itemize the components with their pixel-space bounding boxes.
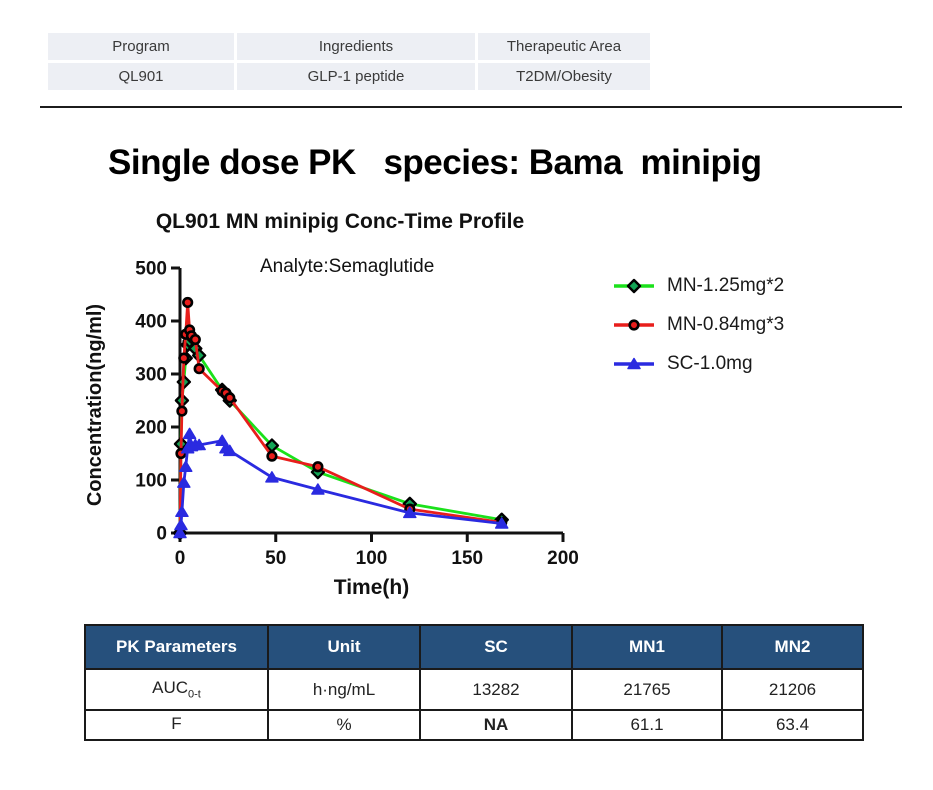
series-2-marker — [175, 505, 189, 518]
series-2-marker — [177, 476, 191, 488]
auc-subscript: 0-t — [188, 688, 201, 701]
legend-label: MN-0.84mg*3 — [667, 313, 785, 335]
auc-mn2-cell: 21206 — [721, 668, 864, 711]
mn1-header-cell: MN1 — [571, 624, 723, 670]
series-2-marker — [403, 506, 417, 519]
series-1-marker — [312, 461, 324, 473]
y-tick-label: 400 — [135, 312, 167, 333]
y-tick-label: 0 — [156, 524, 167, 545]
x-tick-label: 100 — [356, 548, 388, 569]
y-tick-label: 200 — [135, 418, 167, 439]
conc-time-chart: 0 100 200 300 400 500 0 50 100 150 200 Time(h) Conce… — [85, 256, 579, 599]
pk-table-row-f: F % NA 61.1 63.4 — [84, 709, 864, 741]
series-1-marker — [182, 296, 194, 309]
program-header-cell: Program — [48, 33, 234, 60]
y-tick-label: 300 — [135, 365, 167, 386]
series-1-marker — [224, 392, 236, 404]
x-tick-label: 0 — [175, 548, 186, 569]
series-1-marker — [176, 405, 188, 417]
legend-marker-glyph — [628, 318, 640, 331]
program-table-header-row: Program Ingredients Therapeutic Area — [48, 33, 650, 60]
x-tick-label: 150 — [451, 548, 483, 569]
therapeutic-area-value-cell: T2DM/Obesity — [478, 63, 650, 90]
series-1-marker — [189, 333, 201, 346]
legend-marker-diamond-icon — [614, 278, 654, 293]
program-table-value-row: QL901 GLP-1 peptide T2DM/Obesity — [48, 63, 650, 90]
chart-legend: MN-1.25mg*2 MN-0.84mg*3 SC-1.0mg — [612, 266, 784, 383]
auc-param-cell: AUC0-t — [84, 668, 269, 711]
series-1-marker — [193, 363, 205, 375]
f-unit-cell: % — [267, 709, 421, 741]
legend-item-1: MN-0.84mg*3 — [612, 305, 784, 344]
legend-label: SC-1.0mg — [667, 352, 753, 374]
f-sc-cell: NA — [419, 709, 573, 741]
chart-title: QL901 MN minipig Conc-Time Profile — [155, 210, 525, 233]
pk-parameters-header-cell: PK Parameters — [84, 624, 269, 670]
series-2-marker — [182, 427, 197, 440]
series-2-marker — [223, 444, 237, 457]
series-line-0 — [178, 335, 502, 534]
series-2-marker — [265, 471, 279, 483]
series-2-marker — [174, 518, 188, 531]
ingredients-header-cell: Ingredients — [237, 33, 475, 60]
f-mn2-cell: 63.4 — [721, 709, 864, 741]
series-2-marker — [192, 438, 206, 451]
pk-table: PK Parameters Unit SC MN1 MN2 AUC0-t h·n… — [84, 624, 864, 741]
chart-annotation: Analyte:Semaglutide — [260, 256, 434, 277]
series-1-marker — [178, 352, 190, 364]
mn2-header-cell: MN2 — [721, 624, 864, 670]
f-param-cell: F — [84, 709, 269, 741]
legend-item-2: SC-1.0mg — [612, 344, 784, 383]
unit-header-cell: Unit — [267, 624, 421, 670]
page-title: Single dose PK species: Bama minipig — [108, 143, 762, 182]
x-axis-label: Time(h) — [334, 576, 409, 599]
y-axis-label: Concentration(ng/ml) — [85, 304, 106, 506]
legend-marker-glyph — [627, 357, 641, 369]
y-tick-label: 100 — [135, 471, 167, 492]
series-line-1 — [178, 301, 502, 534]
series-2-marker — [173, 526, 187, 539]
auc-sc-cell: 13282 — [419, 668, 573, 711]
legend-marker-triangle-icon — [614, 357, 654, 369]
ingredients-value-cell: GLP-1 peptide — [237, 63, 475, 90]
axes — [178, 268, 563, 535]
f-mn1-cell: 61.1 — [571, 709, 723, 741]
x-tick-label: 200 — [547, 548, 579, 569]
series-2-marker — [311, 483, 325, 495]
legend-label: MN-1.25mg*2 — [667, 274, 785, 296]
program-table: Program Ingredients Therapeutic Area QL9… — [45, 30, 653, 93]
series-2-marker — [178, 460, 193, 472]
y-tick-label: 500 — [135, 259, 167, 280]
pk-table-header-row: PK Parameters Unit SC MN1 MN2 — [84, 624, 864, 670]
x-tick-label: 50 — [265, 548, 286, 569]
horizontal-divider — [40, 106, 902, 108]
therapeutic-area-header-cell: Therapeutic Area — [478, 33, 650, 60]
sc-header-cell: SC — [419, 624, 573, 670]
auc-mn1-cell: 21765 — [571, 668, 723, 711]
pk-table-row-auc: AUC0-t h·ng/mL 13282 21765 21206 — [84, 668, 864, 711]
legend-marker-circle-icon — [614, 318, 654, 331]
series-1-marker — [266, 450, 278, 462]
legend-marker-glyph — [626, 278, 642, 293]
auc-unit-cell: h·ng/mL — [267, 668, 421, 711]
program-value-cell: QL901 — [48, 63, 234, 90]
legend-item-0: MN-1.25mg*2 — [612, 266, 784, 305]
pk-table-bottom-rule — [84, 739, 862, 741]
series-2-marker — [494, 517, 509, 529]
